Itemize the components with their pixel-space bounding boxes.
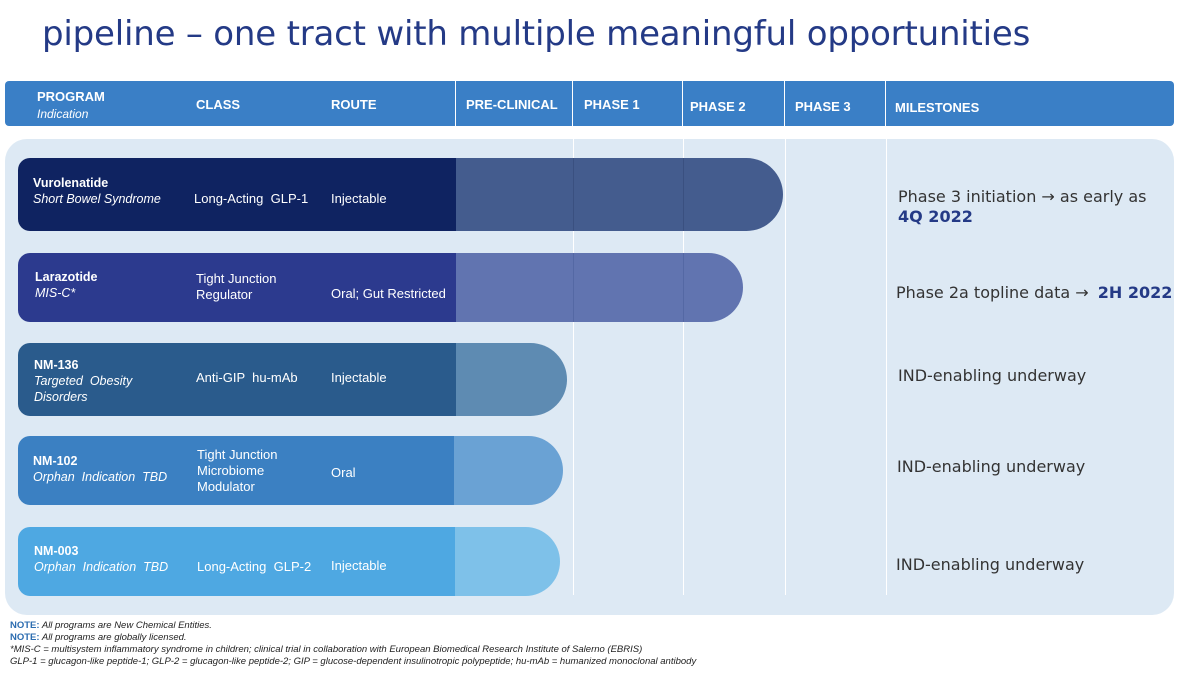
header-route: ROUTE (331, 97, 377, 112)
program-row (18, 436, 454, 505)
program-name: NM-102 (33, 454, 78, 468)
milestone: Phase 2a topline data → 2H 2022 (896, 283, 1172, 303)
class-line: Modulator (197, 479, 255, 494)
class-line: Regulator (196, 287, 253, 302)
header-phase3: PHASE 3 (795, 99, 851, 114)
program-row (18, 343, 456, 416)
header-divider (682, 81, 683, 126)
program-class: Anti-GIP hu-mAb (196, 370, 298, 385)
column-divider (573, 253, 574, 322)
progress-bar (455, 527, 560, 596)
note-text: All programs are globally licensed. (41, 632, 187, 643)
column-divider (683, 139, 684, 595)
note-label: NOTE: (10, 632, 40, 643)
progress-bar (456, 343, 567, 416)
milestone: IND-enabling underway (896, 555, 1085, 574)
header-divider (572, 81, 573, 126)
milestone-date: 4Q 2022 (898, 207, 973, 226)
column-divider (573, 139, 574, 595)
program-route: Injectable (331, 558, 387, 573)
progress-bar (456, 158, 783, 231)
column-divider (683, 253, 684, 322)
program-info: NM-102 Orphan Indication TBD (33, 453, 167, 485)
program-indication: Short Bowel Syndrome (33, 192, 161, 206)
footnote: GLP-1 = glucagon-like peptide-1; GLP-2 =… (10, 656, 697, 667)
program-indication: Orphan Indication TBD (33, 470, 168, 484)
program-route: Injectable (331, 191, 387, 206)
milestone-text: Phase 2a topline data → (896, 283, 1089, 302)
program-row (18, 253, 456, 322)
milestone-date: 2H 2022 (1097, 283, 1173, 302)
program-name: NM-136 (34, 358, 79, 372)
footnote: NOTE: All programs are New Chemical Enti… (10, 620, 696, 632)
header-class: CLASS (196, 97, 241, 112)
program-name: Larazotide (35, 270, 98, 284)
header-phase1: PHASE 1 (584, 97, 640, 112)
header-divider (455, 81, 456, 126)
milestone-text: Phase 3 initiation → as early as (898, 187, 1147, 206)
note-text: All programs are New Chemical Entities. (41, 620, 212, 631)
header-program: PROGRAM Indication (37, 89, 105, 121)
header-program-label: PROGRAM (37, 89, 105, 104)
program-class: Tight Junction Microbiome Modulator (197, 447, 277, 495)
page-title: pipeline – one tract with multiple meani… (42, 14, 1031, 54)
program-info: Larazotide MIS-C* (35, 269, 98, 301)
milestone: Phase 3 initiation → as early as 4Q 2022 (898, 187, 1147, 227)
milestone: IND-enabling underway (897, 457, 1086, 476)
program-row (18, 158, 456, 231)
program-name: Vurolenatide (33, 176, 109, 190)
class-line: Microbiome (197, 463, 265, 478)
program-indication: Orphan Indication TBD (34, 560, 169, 574)
program-class: Long-Acting GLP-2 (197, 559, 312, 574)
table-header: PROGRAM Indication CLASS ROUTE PRE-CLINI… (5, 81, 1174, 126)
program-class: Tight Junction Regulator (196, 271, 276, 303)
program-name: NM-003 (34, 544, 79, 558)
column-divider (785, 139, 786, 595)
milestone: IND-enabling underway (898, 366, 1087, 385)
progress-bar (456, 253, 743, 322)
program-info: NM-003 Orphan Indication TBD (34, 543, 168, 575)
progress-bar (454, 436, 563, 505)
column-divider (886, 139, 887, 595)
program-class: Long-Acting GLP-1 (194, 191, 309, 206)
program-indication: MIS-C* (35, 286, 76, 300)
program-indication: Targeted Obesity (34, 374, 133, 388)
footnote: NOTE: All programs are globally licensed… (10, 632, 696, 644)
class-line: Tight Junction (197, 447, 278, 462)
column-divider (573, 158, 574, 231)
program-row (18, 527, 455, 596)
header-preclinical: PRE-CLINICAL (466, 97, 558, 112)
program-info: Vurolenatide Short Bowel Syndrome (33, 175, 161, 207)
program-route: Injectable (331, 370, 387, 385)
header-divider (885, 81, 886, 126)
header-phase2: PHASE 2 (690, 99, 746, 114)
note-label: NOTE: (10, 620, 40, 631)
column-divider (683, 158, 684, 231)
program-route: Oral; Gut Restricted (331, 286, 446, 301)
footnote: *MIS-C = multisystem inflammatory syndro… (10, 644, 643, 655)
program-indication: Disorders (34, 390, 88, 404)
program-info: NM-136 Targeted Obesity Disorders (34, 357, 132, 405)
class-line: Tight Junction (196, 271, 277, 286)
program-route: Oral (331, 465, 356, 480)
header-divider (784, 81, 785, 126)
footnotes: NOTE: All programs are New Chemical Enti… (10, 620, 696, 668)
header-indication-label: Indication (37, 107, 89, 121)
header-milestones: MILESTONES (895, 100, 980, 115)
